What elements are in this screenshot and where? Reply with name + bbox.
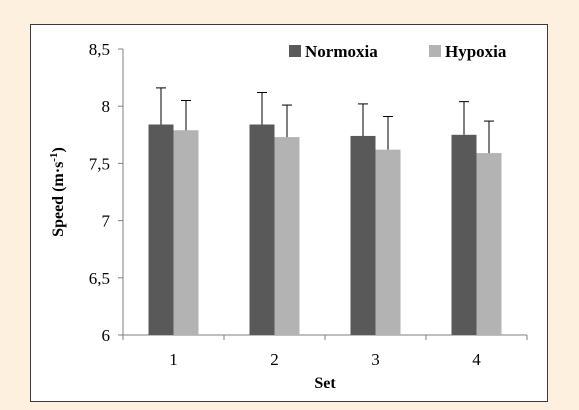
x-tick-label: 3 — [371, 350, 380, 369]
bar-hypoxia-set-3 — [375, 149, 401, 335]
y-tick-label: 7,5 — [89, 154, 110, 173]
y-tick-label: 8 — [102, 97, 111, 116]
chart-frame: 6 6,5 7 7,5 8 8,5 1 2 3 4 Normoxia Hypoxia Set Spe… — [30, 24, 548, 402]
legend-swatch-normoxia — [289, 45, 301, 57]
y-axis-title-main: Speed (m·s — [50, 162, 67, 237]
x-axis-title: Set — [314, 375, 336, 392]
x-tick-label: 4 — [472, 350, 481, 369]
bar-hypoxia-set-2 — [274, 137, 300, 335]
bar-hypoxia-set-4 — [476, 153, 502, 335]
bar-normoxia-set-3 — [350, 135, 376, 335]
y-tick-label: 8,5 — [89, 40, 110, 59]
legend-label-normoxia: Normoxia — [305, 42, 378, 61]
x-tick-label: 2 — [270, 350, 279, 369]
y-tick-label: 6,5 — [89, 269, 110, 288]
bar-normoxia-set-1 — [148, 124, 174, 335]
bars — [148, 87, 502, 335]
y-tick-label: 7 — [102, 212, 111, 231]
legend: Normoxia Hypoxia — [289, 42, 507, 61]
x-tick-label: 1 — [169, 350, 178, 369]
bar-normoxia-set-4 — [451, 134, 477, 335]
y-axis-title: Speed (m·s-1) — [48, 147, 67, 237]
bar-hypoxia-set-1 — [173, 130, 199, 335]
legend-swatch-hypoxia — [429, 45, 441, 57]
y-axis-title-close: ) — [50, 147, 67, 152]
bar-normoxia-set-2 — [249, 124, 275, 335]
y-axis-title-superscript: -1 — [48, 153, 60, 162]
bar-chart: 6 6,5 7 7,5 8 8,5 1 2 3 4 Normoxia Hypoxia Set Spe… — [48, 40, 528, 392]
legend-label-hypoxia: Hypoxia — [445, 42, 507, 61]
y-tick-label: 6 — [102, 326, 111, 345]
tick-labels: 6 6,5 7 7,5 8 8,5 1 2 3 4 — [89, 40, 482, 369]
